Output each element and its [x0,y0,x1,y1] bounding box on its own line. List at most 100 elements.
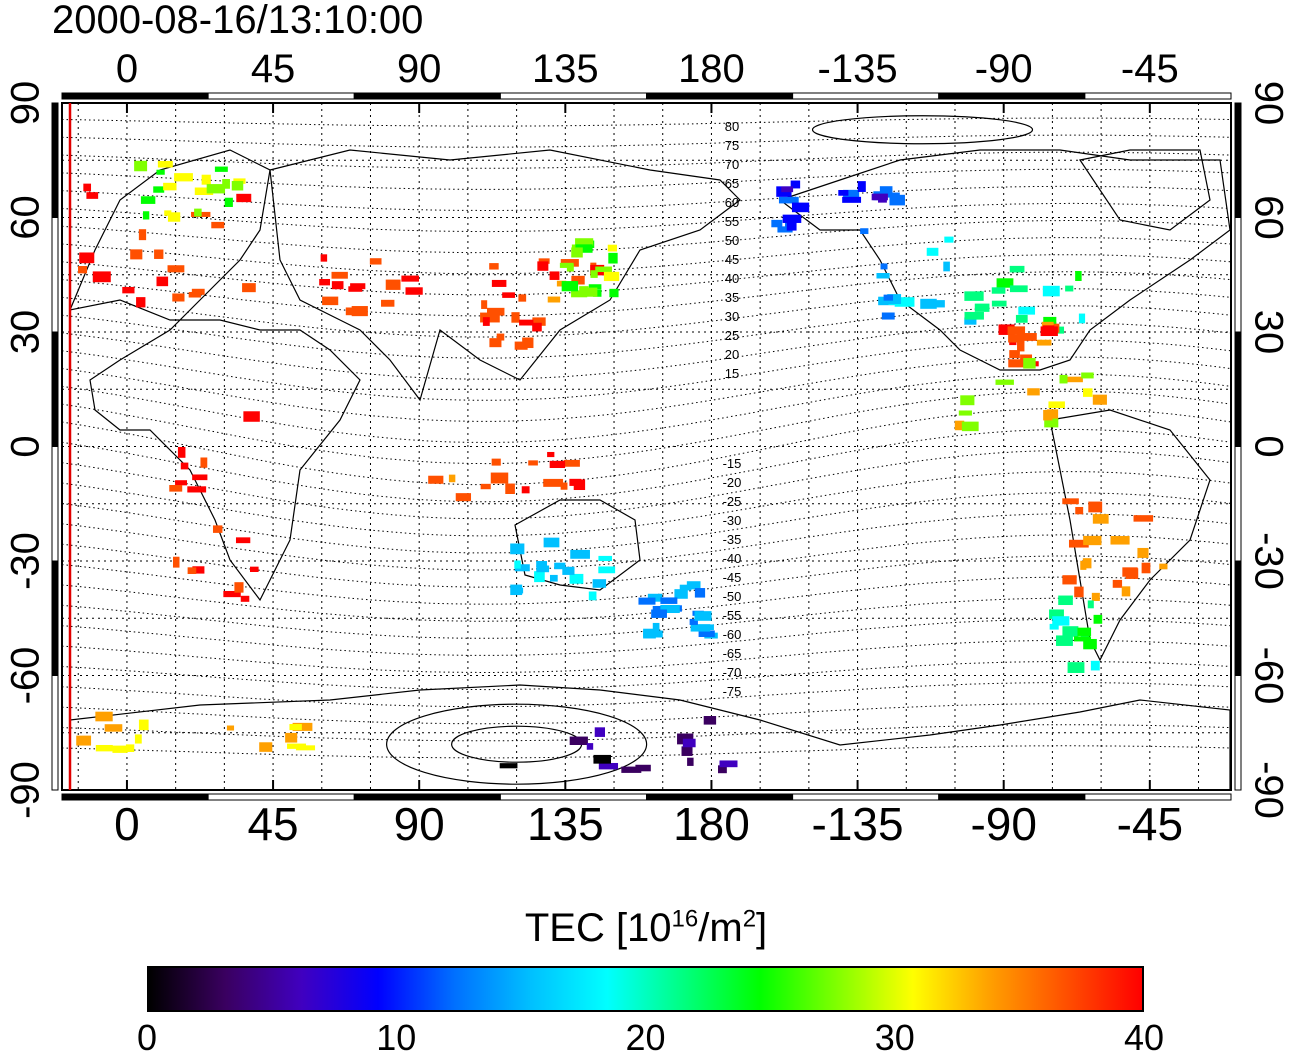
tec-cell [177,446,186,458]
tec-cell [995,379,1014,385]
tec-cell [1015,314,1028,323]
frame-band-right [1234,560,1242,676]
contour-label: 15 [725,366,739,381]
contour-line [61,407,1232,486]
tec-cell [538,258,550,264]
contour-label: 50 [725,233,739,248]
tec-cell [1056,635,1073,646]
tec-cell [1062,498,1079,505]
tec-cell [843,189,860,198]
contour-line [61,117,1232,127]
contour-label: 40 [725,271,739,286]
contour-line [61,373,1232,444]
lon-tick-label-bottom: -45 [1117,798,1183,850]
tec-cell [194,187,214,196]
tec-cell [528,460,538,466]
tec-cell [1062,626,1079,637]
tec-cell [689,618,698,625]
tec-cell [513,587,524,594]
contour-label: -75 [723,684,742,699]
frame-band-left [51,331,59,447]
tec-cell [621,766,642,773]
lon-tick-label-top: -135 [818,47,898,91]
lat-tick-label-right: 0 [1246,435,1290,457]
colorbar-title-suffix: ] [756,906,768,950]
tec-cell [502,292,516,298]
tec-cell [489,263,499,270]
tec-cell [1077,627,1092,636]
tec-cell [547,451,555,458]
tec-cell [136,297,146,308]
tec-cell [778,196,799,204]
contour-line [61,185,1232,212]
tec-cell [1067,662,1085,673]
tec-cell [243,411,260,422]
tec-cell [718,765,727,774]
tec-cell [194,208,202,217]
tec-cell [603,271,620,282]
contour-line [61,202,1232,233]
tec-cell [490,472,509,484]
tec-cell [156,169,165,175]
tec-cell [156,276,169,287]
tec-cell [781,186,794,193]
tec-cell [569,736,588,746]
tec-cell [1058,595,1073,606]
tec-cell [1023,358,1036,369]
contour-label: -60 [723,627,742,642]
tec-cell [1036,339,1052,346]
contour-label: -55 [723,608,742,623]
frame-band-right [1234,331,1242,447]
tec-cell [876,273,890,279]
frame-band-top [792,92,940,100]
tec-cell [964,291,984,301]
tec-cell [138,229,147,241]
tec-cell [559,262,574,268]
tec-cell [226,725,235,731]
contour-line [61,390,1232,465]
tec-cell [687,757,694,766]
tec-cell [651,609,667,618]
tec-cell [1092,514,1109,524]
tec-cell [175,480,188,486]
tec-cell [249,566,259,572]
frame-band-bottom [61,793,209,801]
tec-cell [554,562,566,570]
tec-cell [974,303,990,312]
tec-cell [694,588,706,598]
frame-band-bottom [938,793,1086,801]
frame-band-top [938,92,1086,100]
tec-cell [543,478,564,487]
frame-band-bottom [207,793,355,801]
tec-cell [78,266,88,274]
tec-cell [607,244,617,252]
tec-cell [598,555,613,562]
tec-cell [214,166,228,172]
tec-cell [652,622,660,631]
tec-cell [1063,376,1083,383]
tec-cell [598,566,616,574]
colorbar-title-unit-exponent: 2 [742,905,757,933]
tec-cell [331,281,344,290]
contour-label: -70 [723,665,742,680]
tec-cell [1083,638,1097,650]
tec-cell [782,214,802,223]
frame-band-bottom [1084,793,1232,801]
tec-cell [1082,558,1092,569]
lat-tick-label-left: 90 [4,81,48,126]
tec-cell [522,337,534,349]
frame-band-bottom [792,793,940,801]
tec-cell [575,238,594,246]
map-frame [61,102,1232,791]
tec-cell [1044,417,1059,428]
tec-cell [1073,636,1092,642]
tec-cell [212,525,223,533]
tec-cell [234,582,244,593]
tec-cell [499,763,518,769]
lat-tick-label-left: 60 [4,195,48,240]
tec-cell [532,317,546,326]
tec-cell [167,212,181,222]
tec-cell [573,479,586,491]
tec-cell [571,290,588,298]
contour-label: 55 [725,214,739,229]
